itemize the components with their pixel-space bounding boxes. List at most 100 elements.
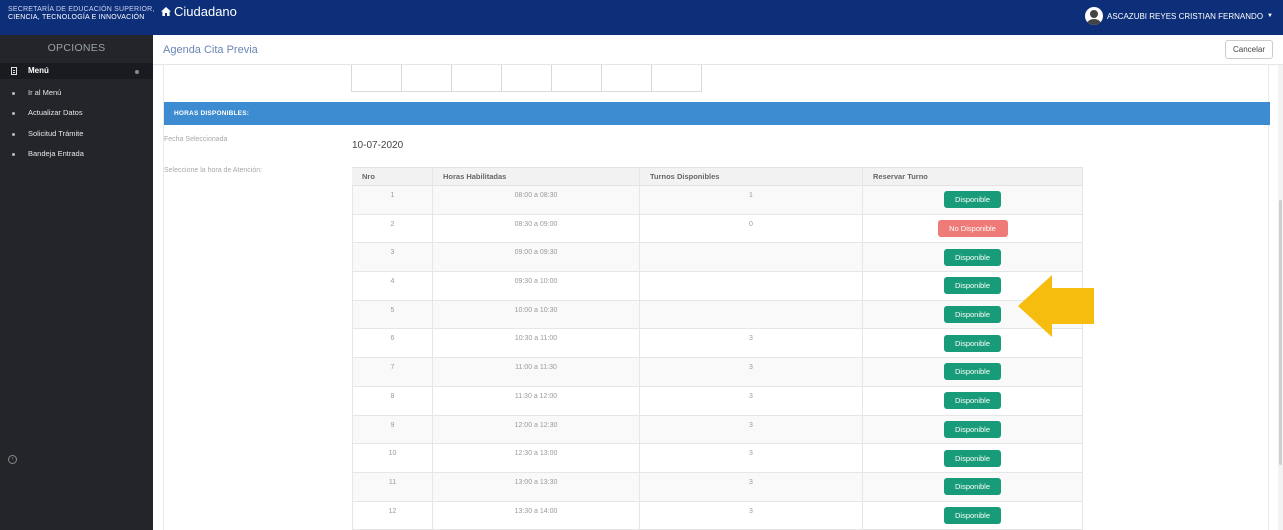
sidebar-item-actualizar-datos[interactable]: Actualizar Datos xyxy=(0,103,153,123)
cell-nro: 7 xyxy=(352,358,433,386)
reserve-button[interactable]: Disponible xyxy=(944,449,1001,467)
cell-reserve: Disponible xyxy=(863,329,1083,358)
sidebar-menu-list: Ir al Menú Actualizar Datos Solicitud Tr… xyxy=(0,83,153,164)
section-title: HORAS DISPONIBLES: xyxy=(174,110,250,117)
cell-nro: 5 xyxy=(352,300,433,329)
table-row: 4 09:30 a 10:00 Disponible xyxy=(352,272,1083,301)
table-row: 7 11:00 a 11:30 3 Disponible xyxy=(352,358,1083,387)
cell-reserve: Disponible xyxy=(863,501,1083,530)
selected-date-value: 10-07-2020 xyxy=(352,140,404,151)
calendar-cell[interactable] xyxy=(401,65,452,92)
caret-down-icon: ▼ xyxy=(1267,13,1273,19)
cell-reserve: Disponible xyxy=(863,444,1083,472)
cell-hours: 13:30 a 14:00 xyxy=(433,501,640,530)
vertical-scrollbar[interactable] xyxy=(1278,65,1283,530)
table-row: 1 08:00 a 08:30 1 Disponible xyxy=(352,186,1083,215)
collapse-sidebar-icon[interactable]: ‹ xyxy=(8,455,17,464)
cell-reserve: Disponible xyxy=(863,186,1083,214)
sidebar-menu-label: Menú xyxy=(28,66,49,75)
cell-nro: 8 xyxy=(352,386,433,415)
sidebar-item-solicitud-tramite[interactable]: Solicitud Trámite xyxy=(0,124,153,144)
reserve-button[interactable]: Disponible xyxy=(944,363,1001,381)
cell-hours: 11:30 a 12:00 xyxy=(433,386,640,415)
cell-turns: 3 xyxy=(640,358,863,386)
cell-turns: 3 xyxy=(640,415,863,444)
calendar-cell[interactable] xyxy=(451,65,502,92)
app-title-text: Ciudadano xyxy=(174,4,237,19)
cell-reserve: Disponible xyxy=(863,386,1083,415)
arrow-left-icon xyxy=(1018,275,1094,337)
cell-turns: 3 xyxy=(640,386,863,415)
cell-hours: 13:00 a 13:30 xyxy=(433,472,640,501)
table-body: 1 08:00 a 08:30 1 Disponible 2 08:30 a 0… xyxy=(352,186,1083,530)
menu-icon xyxy=(11,67,17,75)
cell-hours: 12:30 a 13:00 xyxy=(433,444,640,472)
reserve-button[interactable]: Disponible xyxy=(944,191,1001,209)
home-icon xyxy=(161,7,171,16)
cell-turns xyxy=(640,272,863,300)
scrollbar-thumb[interactable] xyxy=(1279,200,1282,465)
page-title: Agenda Cita Previa xyxy=(163,44,258,56)
cell-hours: 08:30 a 09:00 xyxy=(433,214,640,243)
cell-reserve: Disponible xyxy=(863,243,1083,272)
table-row: 9 12:00 a 12:30 3 Disponible xyxy=(352,415,1083,445)
cell-hours: 09:00 a 09:30 xyxy=(433,243,640,272)
cell-turns: 1 xyxy=(640,186,863,214)
cell-reserve: Disponible xyxy=(863,272,1083,300)
reserve-button[interactable]: Disponible xyxy=(944,420,1001,438)
reserve-button[interactable]: Disponible xyxy=(944,478,1001,496)
cell-turns: 3 xyxy=(640,501,863,530)
cell-nro: 1 xyxy=(352,186,433,214)
cell-hours: 11:00 a 11:30 xyxy=(433,358,640,386)
reserve-button[interactable]: Disponible xyxy=(944,248,1001,266)
selected-date-label: Fecha Seleccionada xyxy=(164,136,228,143)
column-header-reserve: Reservar Turno xyxy=(863,168,1083,185)
cell-reserve: Disponible xyxy=(863,358,1083,386)
reserve-button[interactable]: Disponible xyxy=(944,306,1001,324)
cell-hours: 10:00 a 10:30 xyxy=(433,300,640,329)
table-row: 2 08:30 a 09:00 0 No Disponible xyxy=(352,214,1083,244)
table-row: 11 13:00 a 13:30 3 Disponible xyxy=(352,472,1083,502)
table-row: 8 11:30 a 12:00 3 Disponible xyxy=(352,386,1083,416)
cell-reserve: No Disponible xyxy=(863,214,1083,243)
user-avatar-icon xyxy=(1085,7,1104,25)
cancel-button[interactable]: Cancelar xyxy=(1225,40,1273,59)
table-row: 5 10:00 a 10:30 Disponible xyxy=(352,300,1083,330)
cell-nro: 11 xyxy=(352,472,433,501)
cell-turns: 0 xyxy=(640,214,863,243)
cell-hours: 09:30 a 10:00 xyxy=(433,272,640,300)
cell-nro: 9 xyxy=(352,415,433,444)
sidebar-title: OPCIONES xyxy=(47,42,106,54)
reserve-button[interactable]: Disponible xyxy=(944,334,1001,352)
brand-logo[interactable]: SECRETARÍA DE EDUCACIÓN SUPERIOR, CIENCI… xyxy=(8,6,154,21)
cell-nro: 12 xyxy=(352,501,433,530)
unavailable-badge: No Disponible xyxy=(937,220,1008,238)
calendar-cell[interactable] xyxy=(501,65,552,92)
cell-turns: 3 xyxy=(640,444,863,472)
menu-indicator-dot xyxy=(135,70,139,74)
cell-hours: 10:30 a 11:00 xyxy=(433,329,640,358)
cell-nro: 4 xyxy=(352,272,433,300)
reserve-button[interactable]: Disponible xyxy=(944,392,1001,410)
calendar-cell[interactable] xyxy=(601,65,652,92)
table-row: 12 13:30 a 14:00 3 Disponible xyxy=(352,501,1083,530)
calendar-cell[interactable] xyxy=(551,65,602,92)
cell-nro: 6 xyxy=(352,329,433,358)
select-hour-label: Seleccione la hora de Atención: xyxy=(164,167,263,174)
column-header-turns: Turnos Disponibles xyxy=(640,168,863,185)
reserve-button[interactable]: Disponible xyxy=(944,277,1001,295)
reserve-button[interactable]: Disponible xyxy=(944,506,1001,524)
cell-nro: 2 xyxy=(352,214,433,243)
calendar-cell[interactable] xyxy=(651,65,702,92)
user-menu[interactable]: ASCAZUBI REYES CRISTIAN FERNANDO ▼ xyxy=(1085,6,1273,26)
app-title-link[interactable]: Ciudadano xyxy=(161,4,237,19)
sidebar-item-ir-al-menu[interactable]: Ir al Menú xyxy=(0,83,153,103)
cell-hours: 08:00 a 08:30 xyxy=(433,186,640,214)
calendar-cell[interactable] xyxy=(351,65,402,92)
sidebar-menu-header[interactable]: Menú xyxy=(0,63,153,79)
sidebar-item-bandeja-entrada[interactable]: Bandeja Entrada xyxy=(0,144,153,164)
calendar-row xyxy=(351,65,702,92)
sidebar: OPCIONES Menú Ir al Menú Actualizar Dato… xyxy=(0,35,153,530)
table-row: 6 10:30 a 11:00 3 Disponible xyxy=(352,329,1083,359)
cell-turns: 3 xyxy=(640,329,863,358)
